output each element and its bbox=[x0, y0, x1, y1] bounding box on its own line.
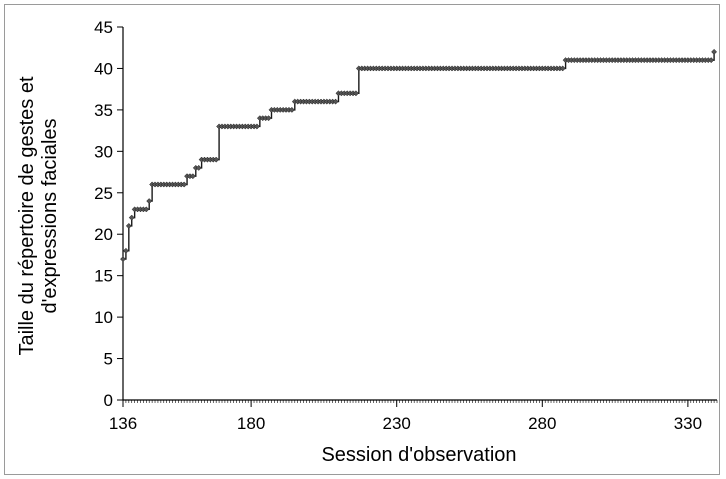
y-tick-label: 5 bbox=[104, 350, 113, 369]
chart-frame: 0 5 10 15 20 25 30 35 40 45 136 180 230 280 330 Sessio… bbox=[4, 4, 720, 475]
y-axis-title-line-2: d'expressions faciales bbox=[39, 118, 61, 313]
series-line bbox=[123, 51, 715, 260]
data-point bbox=[189, 173, 196, 180]
data-point bbox=[128, 214, 135, 221]
data-point bbox=[143, 206, 150, 213]
x-tick-label: 180 bbox=[237, 414, 265, 433]
data-point bbox=[265, 115, 272, 122]
y-axis-title-line-1: Taille du répertoire de gestes et bbox=[16, 76, 38, 355]
y-tick-label: 45 bbox=[94, 18, 113, 37]
data-point bbox=[213, 156, 220, 163]
y-tick-label: 20 bbox=[94, 225, 113, 244]
x-tick-label: 330 bbox=[674, 414, 702, 433]
y-tick-label: 10 bbox=[94, 308, 113, 327]
data-point bbox=[122, 247, 129, 254]
data-point bbox=[181, 181, 188, 188]
data-point bbox=[708, 57, 715, 64]
y-tick-label: 35 bbox=[94, 101, 113, 120]
y-tick-label: 30 bbox=[94, 142, 113, 161]
data-point bbox=[195, 164, 202, 171]
data-point bbox=[559, 65, 566, 72]
data-point bbox=[711, 48, 718, 55]
x-tick-label: 280 bbox=[528, 414, 556, 433]
axes-group: 0 5 10 15 20 25 30 35 40 45 136 180 230 280 330 bbox=[94, 18, 718, 433]
data-point bbox=[288, 106, 295, 113]
y-tick-label: 15 bbox=[94, 267, 113, 286]
y-tick-label: 0 bbox=[104, 391, 113, 410]
data-point bbox=[120, 256, 126, 263]
x-tick-label: 136 bbox=[109, 414, 137, 433]
y-tick-label: 40 bbox=[94, 59, 113, 78]
plot-area bbox=[120, 48, 718, 263]
y-tick-label: 25 bbox=[94, 184, 113, 203]
data-point bbox=[352, 90, 359, 97]
data-point bbox=[253, 123, 260, 130]
chart-svg: 0 5 10 15 20 25 30 35 40 45 136 180 230 280 330 Sessio… bbox=[16, 18, 718, 466]
x-tick-label: 230 bbox=[383, 414, 411, 433]
data-point bbox=[125, 222, 132, 229]
x-axis-title: Session d'observation bbox=[321, 444, 516, 466]
data-point bbox=[332, 98, 339, 105]
data-point bbox=[146, 198, 153, 205]
